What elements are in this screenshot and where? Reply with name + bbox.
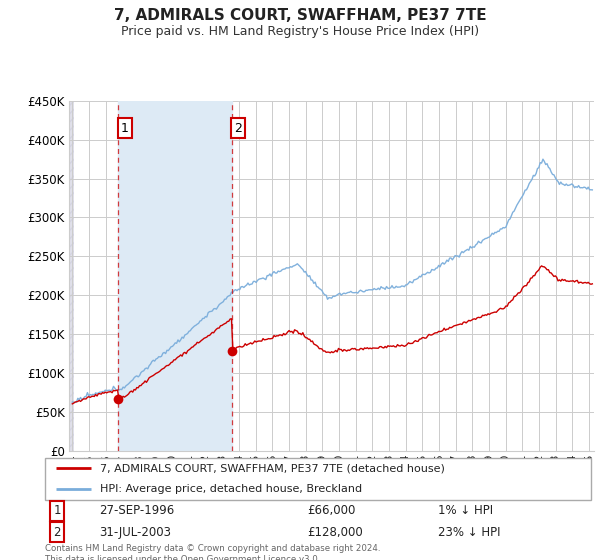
Text: 1: 1 xyxy=(121,122,128,134)
Text: 1: 1 xyxy=(53,504,61,517)
Text: 23% ↓ HPI: 23% ↓ HPI xyxy=(438,525,500,539)
Text: 27-SEP-1996: 27-SEP-1996 xyxy=(100,504,175,517)
FancyBboxPatch shape xyxy=(45,458,591,500)
Text: 2: 2 xyxy=(53,525,61,539)
Text: 7, ADMIRALS COURT, SWAFFHAM, PE37 7TE (detached house): 7, ADMIRALS COURT, SWAFFHAM, PE37 7TE (d… xyxy=(100,463,445,473)
Text: £128,000: £128,000 xyxy=(307,525,363,539)
Text: 2: 2 xyxy=(235,122,242,134)
Text: Price paid vs. HM Land Registry's House Price Index (HPI): Price paid vs. HM Land Registry's House … xyxy=(121,25,479,38)
Text: Contains HM Land Registry data © Crown copyright and database right 2024.
This d: Contains HM Land Registry data © Crown c… xyxy=(45,544,380,560)
Text: £66,000: £66,000 xyxy=(307,504,355,517)
Bar xyxy=(69,101,74,451)
Text: HPI: Average price, detached house, Breckland: HPI: Average price, detached house, Brec… xyxy=(100,484,362,494)
Bar xyxy=(118,101,232,451)
Text: 31-JUL-2003: 31-JUL-2003 xyxy=(100,525,172,539)
Text: 7, ADMIRALS COURT, SWAFFHAM, PE37 7TE: 7, ADMIRALS COURT, SWAFFHAM, PE37 7TE xyxy=(113,8,487,24)
Text: 1% ↓ HPI: 1% ↓ HPI xyxy=(438,504,493,517)
